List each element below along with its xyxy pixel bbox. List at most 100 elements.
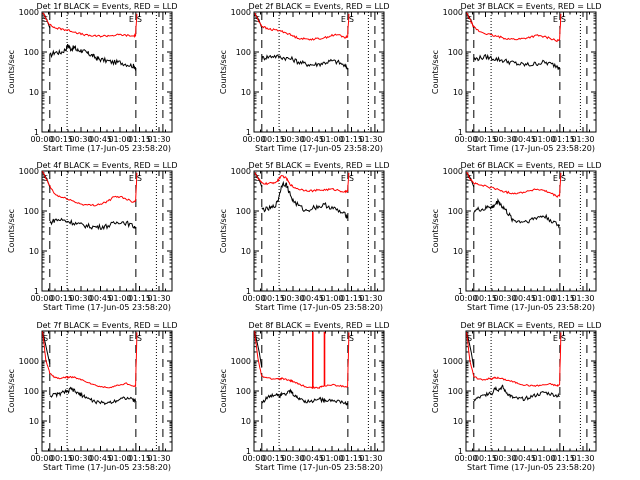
x-tick-label: 00:45 bbox=[513, 135, 536, 144]
end-marker-label: E bbox=[553, 174, 558, 183]
series-events-line bbox=[473, 384, 560, 402]
x-tick-label: 00:45 bbox=[513, 454, 536, 463]
y-tick-label: 1 bbox=[34, 447, 39, 456]
y-tick-label: 1 bbox=[34, 287, 39, 296]
end-marker-label: E bbox=[341, 174, 346, 183]
y-tick-label: 10 bbox=[29, 88, 39, 97]
chart-panel-8: Det 8f BLACK = Events, RED = LLD 1 10 100 10… bbox=[219, 321, 390, 472]
y-tick-label: 100 bbox=[24, 207, 39, 216]
x-tick-label: 01:15 bbox=[340, 454, 363, 463]
x-axis-label: Start Time (17-Jun-05 23:58:20) bbox=[467, 144, 595, 153]
chart-title: Det 7f BLACK = Events, RED = LLD bbox=[36, 321, 177, 330]
x-tick-label: 01:15 bbox=[340, 294, 363, 303]
chart-title: Det 3f BLACK = Events, RED = LLD bbox=[460, 2, 601, 11]
series-lld-line bbox=[466, 12, 562, 43]
x-tick-label: 01:15 bbox=[128, 135, 151, 144]
x-tick-label: 00:45 bbox=[301, 294, 324, 303]
series-events-line bbox=[49, 217, 137, 231]
x-tick-label: 01:00 bbox=[320, 294, 343, 303]
x-tick-label: 00:00 bbox=[30, 454, 53, 463]
x-tick-label: 01:00 bbox=[532, 135, 555, 144]
x-tick-label: 00:30 bbox=[493, 294, 516, 303]
x-tick-label: 01:30 bbox=[359, 135, 382, 144]
y-tick-label: 1 bbox=[458, 447, 463, 456]
y-tick-label: 1000 bbox=[19, 167, 39, 176]
x-tick-label: 00:30 bbox=[281, 454, 304, 463]
x-tick-label: 01:00 bbox=[320, 454, 343, 463]
chart-title: Det 9f BLACK = Events, RED = LLD bbox=[460, 321, 601, 330]
y-tick-label: 10 bbox=[453, 247, 463, 256]
y-axis-label: Counts/sec bbox=[7, 50, 16, 94]
y-tick-label: 1 bbox=[246, 447, 251, 456]
x-tick-label: 00:00 bbox=[454, 294, 477, 303]
x-tick-label: 00:45 bbox=[301, 454, 324, 463]
x-axis-label: Start Time (17-Jun-05 23:58:20) bbox=[255, 303, 383, 312]
x-tick-label: 00:15 bbox=[474, 454, 497, 463]
start-marker-label: S bbox=[255, 174, 260, 183]
x-tick-label: 00:45 bbox=[89, 294, 112, 303]
x-tick-label: 00:45 bbox=[513, 294, 536, 303]
x-tick-label: 00:30 bbox=[493, 454, 516, 463]
chart-title: Det 6f BLACK = Events, RED = LLD bbox=[460, 161, 601, 170]
start-marker-label: S bbox=[43, 334, 48, 343]
x-tick-label: 01:30 bbox=[359, 454, 382, 463]
chart-panel-7: Det 7f BLACK = Events, RED = LLD 1 10 100 10… bbox=[7, 321, 178, 472]
x-tick-label: 00:15 bbox=[50, 454, 73, 463]
x-tick-label: 00:00 bbox=[242, 135, 265, 144]
y-axis-label: Counts/sec bbox=[7, 369, 16, 413]
y-axis-label: Counts/sec bbox=[431, 50, 440, 94]
x-axis-label: Start Time (17-Jun-05 23:58:20) bbox=[43, 463, 171, 472]
second-start-marker-label: S bbox=[349, 174, 354, 183]
chart-title: Det 8f BLACK = Events, RED = LLD bbox=[248, 321, 389, 330]
second-start-marker-label: S bbox=[137, 15, 142, 24]
y-tick-label: 10 bbox=[453, 88, 463, 97]
y-tick-label: 1000 bbox=[231, 167, 251, 176]
end-marker-label: E bbox=[341, 15, 346, 24]
x-tick-label: 00:30 bbox=[69, 454, 92, 463]
series-lld-line bbox=[466, 332, 562, 388]
series-lld-line bbox=[254, 12, 350, 41]
series-lld-line bbox=[254, 331, 350, 390]
x-tick-label: 01:30 bbox=[147, 294, 170, 303]
y-tick-label: 1000 bbox=[231, 357, 251, 366]
x-axis-label: Start Time (17-Jun-05 23:58:20) bbox=[467, 463, 595, 472]
start-marker-label: S bbox=[467, 15, 472, 24]
x-axis-label: Start Time (17-Jun-05 23:58:20) bbox=[43, 144, 171, 153]
series-lld-line bbox=[42, 12, 138, 39]
x-axis-label: Start Time (17-Jun-05 23:58:20) bbox=[467, 303, 595, 312]
x-tick-label: 01:00 bbox=[108, 135, 131, 144]
x-tick-label: 01:30 bbox=[571, 294, 594, 303]
y-tick-label: 1000 bbox=[443, 357, 463, 366]
x-tick-label: 00:15 bbox=[262, 135, 285, 144]
end-marker-label: E bbox=[129, 334, 134, 343]
y-axis-label: Counts/sec bbox=[7, 209, 16, 253]
x-tick-label: 01:00 bbox=[108, 294, 131, 303]
series-events-line bbox=[473, 53, 561, 71]
x-tick-label: 00:30 bbox=[281, 294, 304, 303]
x-tick-label: 01:15 bbox=[552, 294, 575, 303]
y-tick-label: 1000 bbox=[443, 167, 463, 176]
x-tick-label: 00:15 bbox=[50, 294, 73, 303]
y-tick-label: 1000 bbox=[443, 8, 463, 17]
second-start-marker-label: S bbox=[561, 15, 566, 24]
series-events-initial bbox=[466, 332, 475, 368]
x-tick-label: 00:00 bbox=[242, 454, 265, 463]
x-tick-label: 00:30 bbox=[69, 135, 92, 144]
y-tick-label: 1 bbox=[34, 128, 39, 137]
chart-panel-5: Det 5f BLACK = Events, RED = LLD 1 10 100 10… bbox=[219, 161, 390, 312]
y-tick-label: 100 bbox=[236, 207, 251, 216]
chart-title: Det 5f BLACK = Events, RED = LLD bbox=[248, 161, 389, 170]
x-axis-label: Start Time (17-Jun-05 23:58:20) bbox=[255, 463, 383, 472]
series-events-line bbox=[261, 180, 349, 220]
start-marker-label: S bbox=[467, 334, 472, 343]
series-events-line bbox=[261, 54, 349, 70]
y-axis-label: Counts/sec bbox=[431, 369, 440, 413]
series-lld-line bbox=[254, 172, 350, 194]
x-tick-label: 00:45 bbox=[301, 135, 324, 144]
series-lld-line bbox=[42, 170, 138, 207]
y-tick-label: 10 bbox=[29, 247, 39, 256]
x-tick-label: 00:00 bbox=[454, 135, 477, 144]
end-marker-label: E bbox=[341, 334, 346, 343]
x-tick-label: 01:00 bbox=[532, 454, 555, 463]
